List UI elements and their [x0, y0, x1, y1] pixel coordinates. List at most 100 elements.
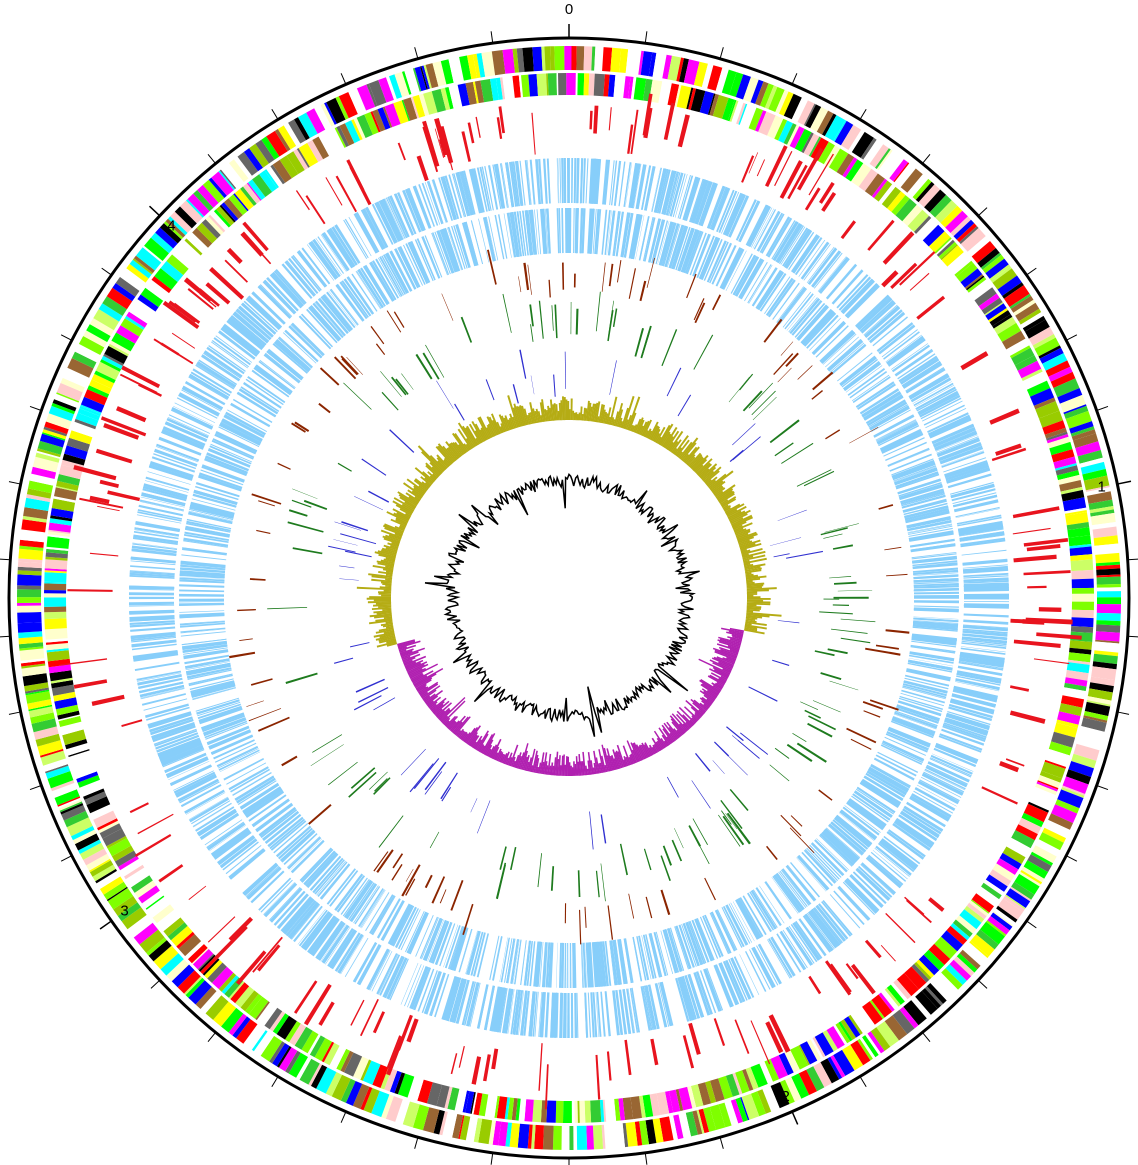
feature — [215, 742, 257, 763]
feature — [774, 151, 793, 187]
cog-feature — [748, 107, 764, 131]
cog-feature — [170, 925, 193, 947]
cog-feature — [56, 480, 79, 491]
cog-feature — [243, 1024, 266, 1050]
feature — [444, 976, 460, 1021]
feature — [162, 748, 205, 767]
cog-feature — [43, 758, 68, 772]
cog-feature — [17, 570, 42, 576]
cog-feature — [546, 1100, 557, 1123]
skew-bar — [377, 562, 394, 568]
feature — [900, 692, 944, 707]
skew-bar — [712, 485, 723, 494]
feature — [913, 572, 959, 576]
feature — [129, 620, 175, 625]
feature — [957, 515, 1002, 525]
feature — [823, 334, 857, 365]
feature — [963, 575, 1009, 579]
feature — [400, 748, 426, 776]
cog-feature — [219, 169, 237, 189]
skew-bar — [380, 559, 395, 564]
feature — [273, 271, 304, 306]
feature — [526, 160, 532, 205]
cog-feature — [177, 970, 201, 994]
tick-label: 2 — [782, 1088, 790, 1105]
cog-feature — [473, 1118, 483, 1143]
cog-feature — [996, 905, 1018, 923]
cog-feature — [1064, 507, 1087, 514]
cog-feature — [628, 49, 642, 75]
feature — [166, 757, 209, 777]
skew-bar — [530, 765, 534, 773]
feature — [284, 260, 316, 297]
feature — [179, 781, 220, 804]
feature — [609, 160, 615, 206]
skew-bar — [665, 430, 680, 450]
cog-feature — [1096, 620, 1121, 626]
feature — [960, 538, 1006, 546]
skew-bar — [723, 505, 731, 511]
skew-bar — [401, 503, 415, 512]
cog-feature — [31, 718, 57, 733]
skew-bar — [378, 627, 394, 632]
cog-feature — [941, 930, 963, 952]
skew-bar — [601, 409, 606, 424]
skew-bar — [413, 487, 425, 496]
skew-bar — [565, 756, 568, 776]
feature — [809, 844, 842, 878]
feature — [755, 887, 782, 927]
skew-bar — [567, 401, 570, 420]
cog-feature — [74, 418, 97, 430]
skew-bar — [660, 738, 668, 748]
cog-feature — [51, 402, 76, 415]
feature — [290, 324, 324, 357]
cog-feature — [928, 231, 951, 253]
cog-feature — [757, 1089, 772, 1114]
feature — [471, 168, 483, 213]
skew-bar — [746, 612, 782, 617]
feature — [103, 423, 140, 440]
feature — [853, 790, 893, 818]
minor-tick — [922, 153, 931, 164]
cog-feature — [25, 687, 49, 694]
cog-feature — [860, 137, 877, 160]
cog-feature — [45, 764, 69, 774]
feature — [787, 164, 808, 200]
feature — [319, 367, 340, 386]
skew-bar — [367, 601, 392, 604]
skew-bar — [563, 397, 566, 421]
feature — [963, 572, 1009, 578]
cog-feature — [1003, 895, 1025, 913]
feature — [208, 729, 251, 749]
feature — [307, 915, 336, 953]
feature — [675, 925, 692, 969]
cog-feature — [1092, 661, 1117, 670]
feature — [825, 828, 860, 859]
feature — [242, 862, 277, 895]
skew-bar — [717, 639, 741, 648]
feature — [719, 962, 739, 1005]
cog-feature — [918, 954, 940, 976]
feature — [881, 433, 923, 454]
cog-feature — [1062, 687, 1086, 700]
feature — [644, 166, 656, 211]
feature — [657, 221, 670, 265]
feature — [910, 795, 951, 821]
feature — [254, 366, 292, 394]
feature — [147, 711, 191, 726]
cog-feature — [1057, 789, 1084, 809]
cog-feature — [370, 111, 381, 133]
skew-bar — [733, 522, 753, 532]
skew-bar — [692, 454, 709, 472]
skew-bar — [745, 622, 752, 626]
feature — [197, 703, 242, 720]
feature — [756, 210, 780, 252]
cog-feature — [810, 1038, 824, 1059]
feature — [146, 706, 190, 721]
feature — [814, 907, 843, 944]
skew-bar — [398, 644, 417, 652]
skew-bar — [474, 430, 483, 444]
major-tick — [1117, 480, 1132, 485]
cog-feature — [1064, 510, 1087, 516]
skew-bar — [691, 717, 697, 723]
